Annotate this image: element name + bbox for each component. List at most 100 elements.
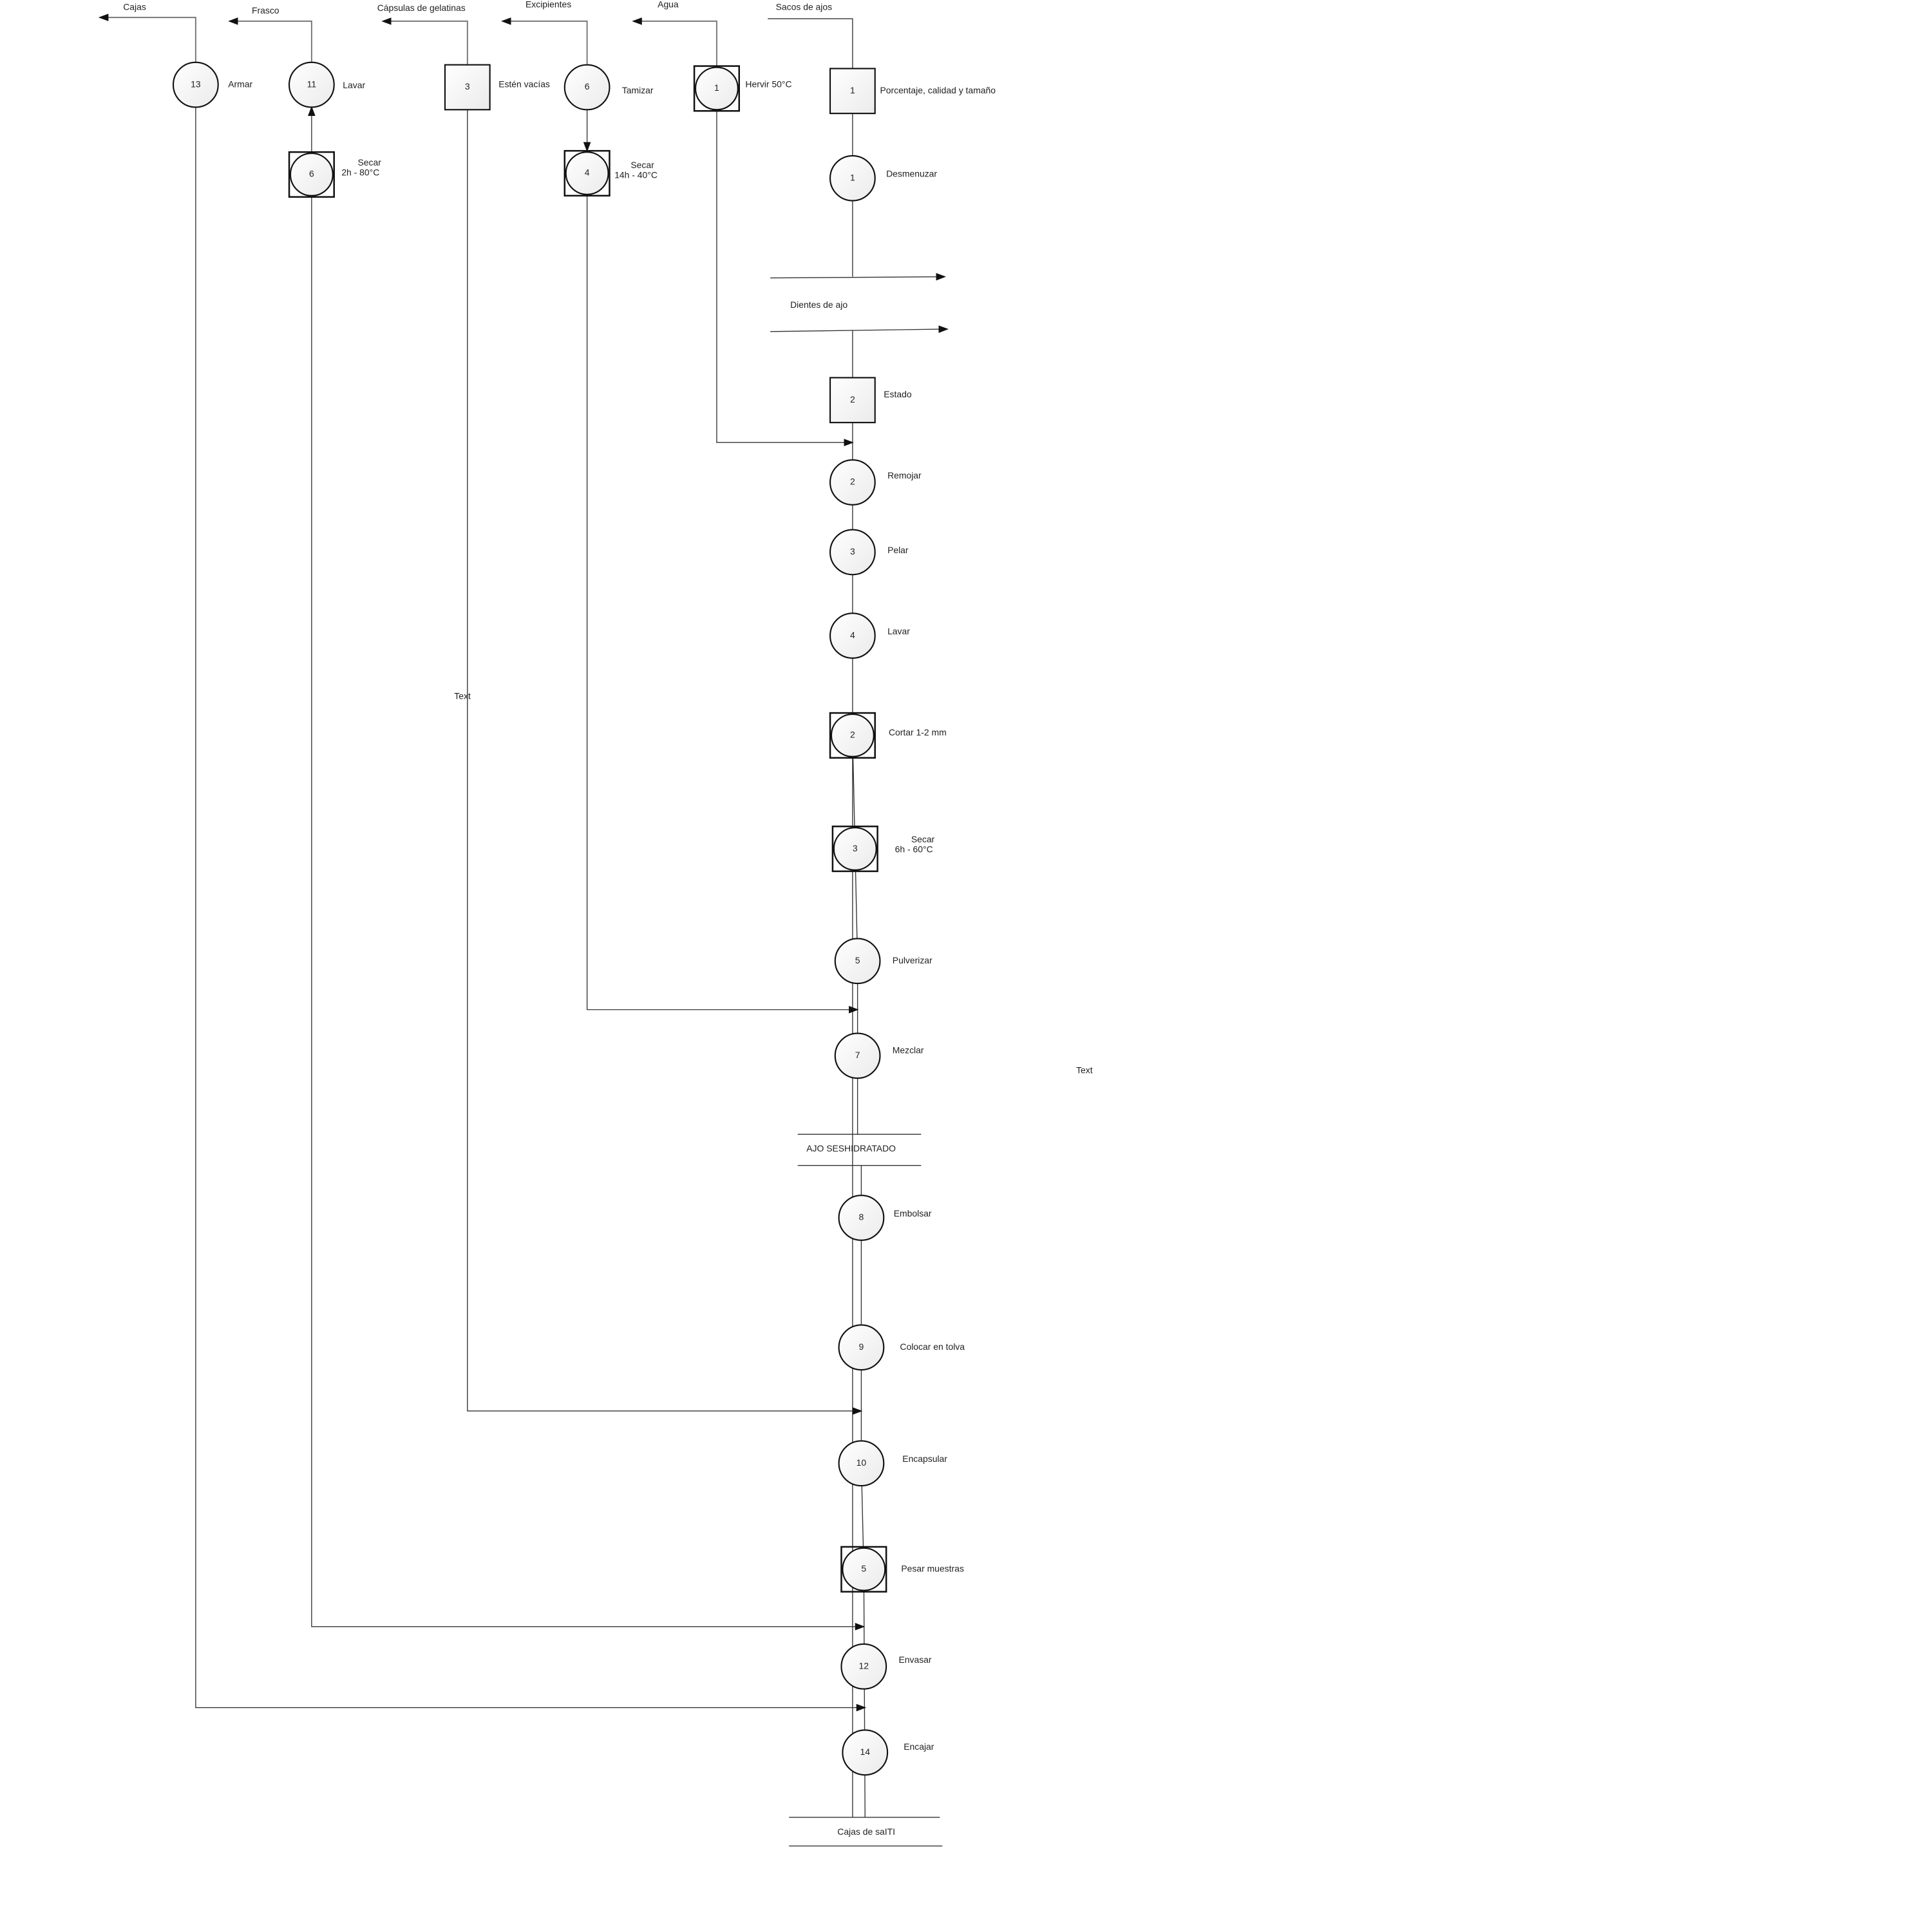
node-label: Embolsar [894, 1208, 932, 1218]
operation-circle [288, 61, 335, 108]
combined-circle [830, 713, 875, 757]
operation-circle [834, 938, 881, 985]
node-number: 9 [859, 1341, 864, 1352]
top-arrow-cajas [98, 14, 196, 62]
node-number: 5 [855, 955, 860, 965]
flow-line-agua [716, 111, 854, 446]
node-label: Desmenuzar [886, 169, 937, 179]
node-label: 14h - 40°C [614, 170, 658, 180]
top-arrow-capsulas [381, 17, 468, 65]
node-label: Pesar muestras [901, 1563, 964, 1573]
node-number: 7 [855, 1050, 860, 1060]
node-number: 4 [850, 630, 855, 640]
node-label: Secar [630, 160, 654, 170]
combined-circle [694, 66, 739, 111]
node-number: 12 [859, 1660, 869, 1671]
input-label-frasco: Frasco [252, 5, 279, 15]
node-number: 3 [465, 81, 470, 91]
node-number: 3 [853, 843, 858, 853]
node-label: Estén vacías [498, 79, 550, 89]
input-label-agua: Agua [658, 0, 679, 9]
top-arrow-frasco [228, 17, 312, 62]
operation-circle [829, 612, 876, 659]
node-number: 5 [861, 1563, 866, 1573]
node-label: Secar [911, 834, 935, 844]
node-number: 1 [850, 172, 855, 182]
node-label: Hervir 50°C [745, 79, 791, 89]
node-label: Armar [228, 79, 252, 89]
node-label: Encajar [904, 1741, 934, 1752]
node-number: 2 [850, 730, 855, 740]
combined-square [693, 65, 740, 112]
input-label-sacos: Sacos de ajos [776, 1, 832, 12]
input-label-excipientes: Excipientes [526, 0, 571, 9]
operation-circle [829, 459, 876, 506]
separator-label: Dientes de ajo [790, 299, 848, 310]
node-label: Colocar en tolva [900, 1341, 965, 1352]
input-label-capsulas: Cápsulas de gelatinas [377, 3, 466, 13]
top-arrow-excipientes [501, 17, 588, 65]
operation-circle [829, 155, 876, 202]
node-label: Lavar [343, 80, 365, 90]
operation-circle [172, 61, 219, 108]
node-number: 8 [859, 1212, 864, 1222]
separator-arrow [770, 325, 949, 333]
operation-circle [564, 64, 611, 111]
node-label: Envasar [898, 1654, 931, 1665]
node-number: 6 [585, 81, 590, 91]
node-number: 14 [860, 1747, 870, 1757]
top-arrow-agua [632, 17, 717, 66]
combined-circle [833, 827, 877, 871]
operation-circle [838, 1195, 885, 1241]
node-number: 10 [857, 1457, 867, 1468]
combined-circle [842, 1547, 886, 1591]
combined-square [831, 825, 878, 873]
combined-circle [565, 151, 609, 195]
node-number: 1 [850, 85, 855, 95]
input-label-cajas: Cajas [123, 1, 146, 12]
separator-arrow [770, 272, 947, 281]
flow-line-capsulas [467, 109, 863, 1415]
node-number: 2 [850, 394, 855, 404]
node-label: Pelar [887, 545, 909, 555]
operation-circle [838, 1440, 885, 1487]
flow-line-sacos [768, 18, 853, 69]
node-number: 1 [714, 82, 719, 93]
combined-square [829, 712, 876, 759]
node-label: Remojar [887, 470, 922, 480]
flow-line-frasco [311, 196, 866, 1631]
free-text: Text [454, 691, 471, 701]
node-label: 2h - 80°C [341, 167, 379, 178]
node-label: Secar [357, 157, 381, 167]
node-number: 11 [307, 79, 317, 89]
node-label: Lavar [887, 626, 910, 636]
operation-circle [829, 529, 876, 576]
node-label: Estado [884, 389, 912, 399]
combined-square [840, 1546, 887, 1593]
free-text: Text [1076, 1065, 1093, 1075]
node-number: 2 [850, 477, 855, 487]
operation-circle [840, 1643, 887, 1690]
operation-circle [838, 1324, 885, 1371]
node-number: 13 [191, 79, 201, 89]
node-label: 6h - 60°C [895, 844, 933, 855]
node-label: Pulverizar [893, 955, 933, 965]
node-number: 6 [309, 169, 314, 179]
separator-label: AJO SESHIDRATADO [806, 1143, 896, 1153]
combined-square [564, 149, 611, 197]
flow-line-cajas [195, 107, 867, 1712]
operation-circle [834, 1032, 881, 1079]
node-number: 4 [585, 167, 590, 178]
flow-line-excipientes [586, 195, 859, 1014]
inspection-square [444, 64, 491, 111]
node-label: Tamizar [622, 85, 654, 95]
operation-circle [842, 1729, 889, 1776]
node-label: Mezclar [893, 1045, 924, 1055]
node-label: Encapsular [902, 1454, 947, 1464]
main-flow-line [860, 1165, 866, 1817]
inspection-square [829, 68, 876, 115]
combined-square [288, 151, 335, 198]
inspection-square [829, 377, 876, 424]
